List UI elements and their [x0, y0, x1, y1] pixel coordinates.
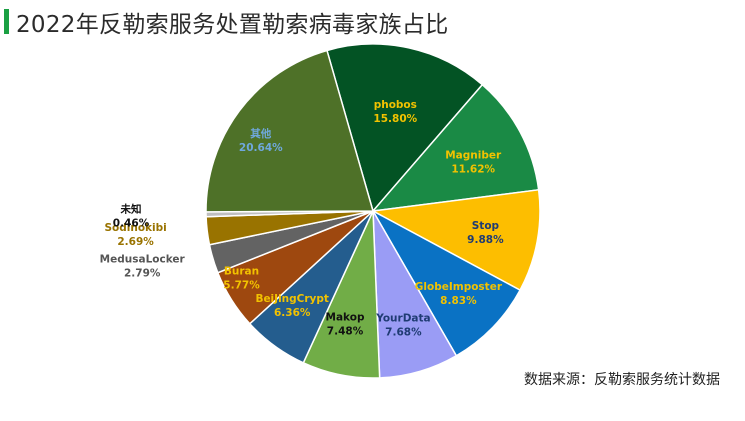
pie-slice-magniber — [371, 83, 540, 212]
slice-value-label: 9.88% — [467, 234, 504, 246]
data-source-note: 数据来源：反勒索服务统计数据 — [524, 372, 720, 388]
slice-value-label: 2.69% — [117, 236, 154, 248]
pie-slices — [205, 43, 541, 379]
slice-name-label: BeiJingCrypt — [255, 293, 329, 305]
slice-name-label: Makop — [326, 311, 365, 323]
pie-slice-phobos — [326, 43, 484, 213]
slice-value-label: 5.77% — [223, 279, 260, 291]
slice-name-label: Stop — [472, 220, 500, 232]
slice-name-label: Magniber — [445, 150, 502, 162]
slice-value-label: 6.36% — [274, 307, 311, 319]
slice-name-label: YourData — [375, 312, 430, 324]
slice-name-label: MedusaLocker — [100, 254, 186, 266]
pie-slice-globeimposter — [371, 209, 522, 357]
slice-name-label: Sodinokibi — [104, 222, 166, 234]
slice-value-label: 20.64% — [239, 142, 283, 154]
slice-value-label: 8.83% — [440, 295, 477, 307]
slice-name-label: GlobeImposter — [415, 281, 503, 293]
pie-slice-stop — [370, 188, 541, 292]
slice-value-label: 15.80% — [373, 113, 417, 125]
slice-name-label: phobos — [374, 99, 417, 111]
slice-value-label: 7.68% — [385, 326, 422, 338]
slice-value-label: 0.46% — [113, 218, 150, 230]
slice-name-label: 其他 — [250, 127, 271, 140]
slice-value-label: 2.79% — [124, 268, 161, 280]
page-title: 2022年反勒索服务处置勒索病毒家族占比 — [16, 12, 449, 38]
slice-value-label: 11.62% — [451, 164, 495, 176]
slice-value-label: 7.48% — [327, 325, 364, 337]
title-accent-bar — [4, 9, 9, 34]
slice-name-label: 未知 — [120, 203, 142, 216]
slice-name-label: Buran — [224, 265, 259, 277]
pie-labels: phobos 15.80% Magniber 11.62% Stop 9.88% Globe… — [100, 99, 504, 338]
pie-slice- — [205, 49, 374, 213]
